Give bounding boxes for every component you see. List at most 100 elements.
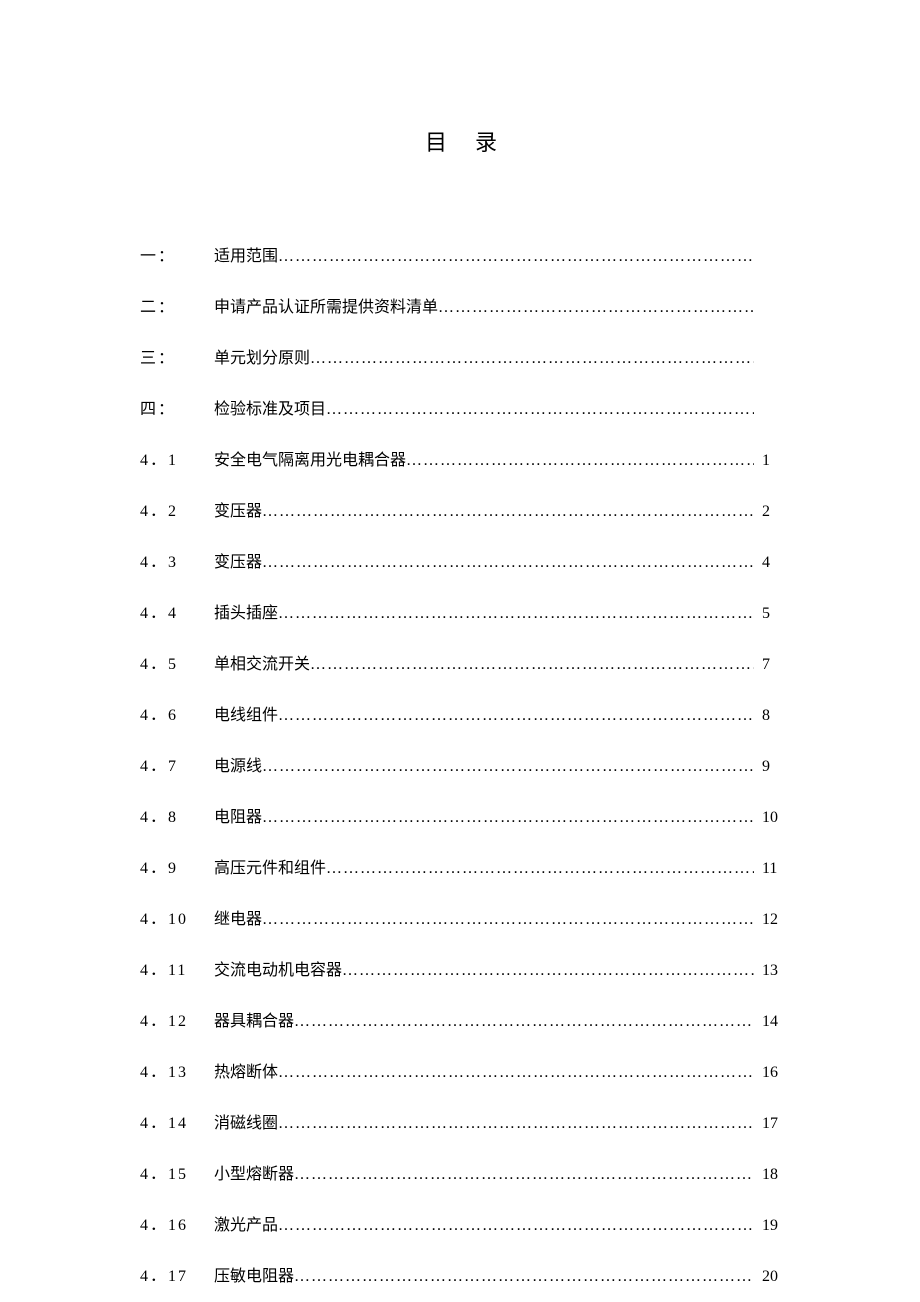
toc-leader-dots (342, 959, 754, 983)
toc-label: 变压器 (214, 551, 262, 575)
toc-row: 4．15小型熔断器 18 (140, 1163, 790, 1187)
toc-text: 激光产品 (214, 1214, 754, 1238)
toc-leader-dots (278, 1061, 754, 1085)
toc-text: 变压器 (214, 500, 754, 524)
toc-text: 检验标准及项目 (214, 398, 754, 422)
toc-row: 4．4插头插座 5 (140, 602, 790, 626)
toc-number: 4．9 (140, 857, 214, 881)
toc-leader-dots (262, 806, 754, 830)
toc-text: 单相交流开关 (214, 653, 754, 677)
toc-label: 申请产品认证所需提供资料清单 (214, 296, 438, 320)
toc-text: 器具耦合器 (214, 1010, 754, 1034)
toc-row: 三：单元划分原则 (140, 347, 790, 371)
toc-page-number: 9 (754, 755, 790, 779)
toc-number: 4．2 (140, 500, 214, 524)
toc-row: 4．13热熔断体16 (140, 1061, 790, 1085)
toc-leader-dots (294, 1163, 754, 1187)
toc-label: 电源线 (214, 755, 262, 779)
toc-row: 4．7电源线 9 (140, 755, 790, 779)
toc-leader-dots (406, 449, 754, 473)
toc-row: 4．6电线组件 8 (140, 704, 790, 728)
toc-text: 适用范围 (214, 245, 754, 269)
toc-row: 二：申请产品认证所需提供资料清单 (140, 296, 790, 320)
toc-row: 4．10继电器 12 (140, 908, 790, 932)
toc-leader-dots (310, 653, 754, 677)
toc-text: 电线组件 (214, 704, 754, 728)
toc-text: 安全电气隔离用光电耦合器 (214, 449, 754, 473)
toc-page-number: 18 (754, 1163, 790, 1187)
toc-number: 4．4 (140, 602, 214, 626)
toc-page-number: 4 (754, 551, 790, 575)
toc-label: 适用范围 (214, 245, 278, 269)
toc-page-number: 10 (754, 806, 790, 830)
toc-label: 高压元件和组件 (214, 857, 326, 881)
toc-text: 电阻器 (214, 806, 754, 830)
toc-row: 4．16激光产品 19 (140, 1214, 790, 1238)
toc-row: 4．8电阻器10 (140, 806, 790, 830)
toc-number: 4．17 (140, 1265, 214, 1289)
toc-row: 4．12器具耦合器14 (140, 1010, 790, 1034)
toc-number: 二： (140, 296, 214, 320)
table-of-contents: 一：适用范围二：申请产品认证所需提供资料清单三：单元划分原则四：检验标准及项目4… (140, 245, 790, 1289)
toc-label: 单相交流开关 (214, 653, 310, 677)
toc-number: 4．6 (140, 704, 214, 728)
toc-text: 申请产品认证所需提供资料清单 (214, 296, 754, 320)
toc-leader-dots (262, 755, 754, 779)
toc-label: 继电器 (214, 908, 262, 932)
toc-leader-dots (278, 245, 754, 269)
toc-label: 激光产品 (214, 1214, 278, 1238)
toc-label: 小型熔断器 (214, 1163, 294, 1187)
document-page: 目录 一：适用范围二：申请产品认证所需提供资料清单三：单元划分原则四：检验标准及… (0, 0, 920, 1289)
toc-text: 压敏电阻器 (214, 1265, 754, 1289)
toc-page-number: 2 (754, 500, 790, 524)
toc-page-number: 8 (754, 704, 790, 728)
toc-page-number: 12 (754, 908, 790, 932)
toc-page-number: 13 (754, 959, 790, 983)
toc-label: 消磁线圈 (214, 1112, 278, 1136)
toc-label: 检验标准及项目 (214, 398, 326, 422)
toc-leader-dots (326, 398, 754, 422)
toc-number: 4．1 (140, 449, 214, 473)
toc-label: 电线组件 (214, 704, 278, 728)
toc-leader-dots (262, 908, 754, 932)
toc-page-number: 7 (754, 653, 790, 677)
toc-row: 4．5单相交流开关7 (140, 653, 790, 677)
toc-number: 4．14 (140, 1112, 214, 1136)
toc-page-number: 16 (754, 1061, 790, 1085)
toc-row: 4．1安全电气隔离用光电耦合器1 (140, 449, 790, 473)
toc-row: 4．2变压器 2 (140, 500, 790, 524)
toc-number: 4．15 (140, 1163, 214, 1187)
toc-number: 4．11 (140, 959, 214, 983)
toc-text: 插头插座 (214, 602, 754, 626)
toc-leader-dots (262, 551, 754, 575)
toc-number: 一： (140, 245, 214, 269)
toc-leader-dots (278, 1214, 754, 1238)
toc-leader-dots (438, 296, 754, 320)
toc-number: 4．10 (140, 908, 214, 932)
toc-page-number: 14 (754, 1010, 790, 1034)
toc-text: 电源线 (214, 755, 754, 779)
toc-row: 4．11交流电动机电容器13 (140, 959, 790, 983)
toc-label: 变压器 (214, 500, 262, 524)
toc-leader-dots (326, 857, 754, 881)
toc-label: 器具耦合器 (214, 1010, 294, 1034)
toc-text: 热熔断体 (214, 1061, 754, 1085)
toc-page-number: 19 (754, 1214, 790, 1238)
toc-label: 插头插座 (214, 602, 278, 626)
toc-number: 4．7 (140, 755, 214, 779)
toc-leader-dots (294, 1010, 754, 1034)
toc-label: 热熔断体 (214, 1061, 278, 1085)
toc-row: 4．9高压元件和组件11 (140, 857, 790, 881)
toc-row: 一：适用范围 (140, 245, 790, 269)
toc-page-number: 5 (754, 602, 790, 626)
toc-leader-dots (310, 347, 754, 371)
toc-text: 继电器 (214, 908, 754, 932)
toc-label: 电阻器 (214, 806, 262, 830)
toc-page-number: 17 (754, 1112, 790, 1136)
toc-leader-dots (278, 1112, 754, 1136)
toc-row: 四：检验标准及项目 (140, 398, 790, 422)
toc-leader-dots (262, 500, 754, 524)
toc-page-number: 1 (754, 449, 790, 473)
toc-number: 4．16 (140, 1214, 214, 1238)
toc-text: 高压元件和组件 (214, 857, 754, 881)
